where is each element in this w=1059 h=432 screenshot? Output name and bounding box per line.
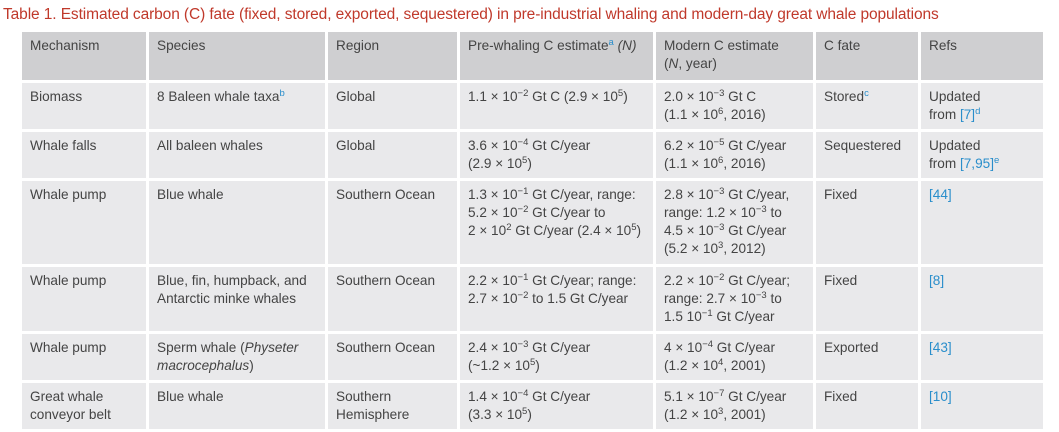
- cell-species: Sperm whale (Physeter macrocephalus): [149, 333, 325, 380]
- footnote-d-link[interactable]: d: [975, 105, 981, 117]
- cell-mechanism: Whale falls: [22, 131, 146, 178]
- cell-modern: 2.8 × 10−3 Gt C/year, range: 1.2 × 10−3 t…: [656, 180, 813, 264]
- cell-region: Southern Hemisphere: [328, 382, 457, 429]
- header-c-fate: C fate: [816, 32, 918, 80]
- header-refs: Refs: [921, 32, 1043, 80]
- cell-mechanism: Whale pump: [22, 180, 146, 264]
- cell-c-fate: Fixed: [816, 180, 918, 264]
- cell-c-fate: Fixed: [816, 382, 918, 429]
- cell-prewhaling: 2.4 × 10−3 Gt C/year (~1.2 × 105): [460, 333, 653, 380]
- cell-modern: 5.1 × 10−7 Gt C/year (1.2 × 103, 2001): [656, 382, 813, 429]
- table-caption: Table 1. Estimated carbon (C) fate (fixe…: [3, 6, 939, 23]
- ref-link-10[interactable]: [10]: [929, 388, 952, 404]
- table-row: Biomass 8 Baleen whale taxab Global 1.1 …: [22, 82, 1043, 129]
- header-mechanism: Mechanism: [22, 32, 146, 80]
- cell-region: Southern Ocean: [328, 333, 457, 380]
- cell-refs: Updated from [7,95]e: [921, 131, 1043, 178]
- cell-c-fate: Sequestered: [816, 131, 918, 178]
- cell-region: Southern Ocean: [328, 180, 457, 264]
- footnote-a-link[interactable]: a: [608, 37, 614, 48]
- cell-prewhaling: 1.4 × 10−4 Gt C/year (3.3 × 105): [460, 382, 653, 429]
- table-row: Great whale conveyor belt Blue whale Sout…: [22, 382, 1043, 429]
- cell-refs: Updated from [7]d: [921, 82, 1043, 129]
- cell-species: Blue, fin, humpback, and Antarctic minke …: [149, 266, 325, 331]
- cell-refs: [44]: [921, 180, 1043, 264]
- cell-c-fate: Storedc: [816, 82, 918, 129]
- cell-modern: 6.2 × 10−5 Gt C/year (1.1 × 106, 2016): [656, 131, 813, 178]
- ref-link-43[interactable]: [43]: [929, 339, 952, 355]
- cell-prewhaling: 1.3 × 10−1 Gt C/year, range: 5.2 × 10−2 G…: [460, 180, 653, 264]
- table-row: Whale pump Sperm whale (Physeter macrocep…: [22, 333, 1043, 380]
- footnote-b-link[interactable]: b: [279, 87, 285, 99]
- cell-refs: [8]: [921, 266, 1043, 331]
- header-region: Region: [328, 32, 457, 80]
- cell-region: Global: [328, 131, 457, 178]
- cell-species: All baleen whales: [149, 131, 325, 178]
- cell-refs: [10]: [921, 382, 1043, 429]
- cell-prewhaling: 1.1 × 10−2 Gt C (2.9 × 105): [460, 82, 653, 129]
- data-table: Mechanism Species Region Pre-whaling C e…: [19, 29, 1046, 432]
- header-modern-estimate: Modern C estimate (N, year): [656, 32, 813, 80]
- cell-species: Blue whale: [149, 180, 325, 264]
- footnote-c-link[interactable]: c: [864, 87, 869, 99]
- cell-c-fate: Fixed: [816, 266, 918, 331]
- cell-modern: 2.0 × 10−3 Gt C (1.1 × 106, 2016): [656, 82, 813, 129]
- cell-prewhaling: 3.6 × 10−4 Gt C/year (2.9 × 105): [460, 131, 653, 178]
- ref-link-8[interactable]: [8]: [929, 272, 945, 288]
- cell-refs: [43]: [921, 333, 1043, 380]
- cell-modern: 4 × 10−4 Gt C/year (1.2 × 104, 2001): [656, 333, 813, 380]
- cell-mechanism: Biomass: [22, 82, 146, 129]
- cell-mechanism: Whale pump: [22, 333, 146, 380]
- header-prewhaling-estimate: Pre-whaling C estimatea (N): [460, 32, 653, 80]
- table-row: Whale pump Blue, fin, humpback, and Antar…: [22, 266, 1043, 331]
- cell-modern: 2.2 × 10−2 Gt C/year; range: 2.7 × 10−3 t…: [656, 266, 813, 331]
- cell-mechanism: Great whale conveyor belt: [22, 382, 146, 429]
- header-species: Species: [149, 32, 325, 80]
- cell-prewhaling: 2.2 × 10−1 Gt C/year; range: 2.7 × 10−2 t…: [460, 266, 653, 331]
- ref-link-7-95[interactable]: [7,95]: [959, 155, 994, 171]
- cell-species: Blue whale: [149, 382, 325, 429]
- cell-species: 8 Baleen whale taxab: [149, 82, 325, 129]
- cell-c-fate: Exported: [816, 333, 918, 380]
- cell-region: Global: [328, 82, 457, 129]
- cell-mechanism: Whale pump: [22, 266, 146, 331]
- table-row: Whale pump Blue whale Southern Ocean 1.3…: [22, 180, 1043, 264]
- cell-region: Southern Ocean: [328, 266, 457, 331]
- table-row: Whale falls All baleen whales Global 3.6…: [22, 131, 1043, 178]
- ref-link-44[interactable]: [44]: [929, 186, 952, 202]
- footnote-e-link[interactable]: e: [993, 154, 1000, 166]
- ref-link-7[interactable]: [7]: [959, 106, 976, 122]
- header-row: Mechanism Species Region Pre-whaling C e…: [22, 32, 1043, 80]
